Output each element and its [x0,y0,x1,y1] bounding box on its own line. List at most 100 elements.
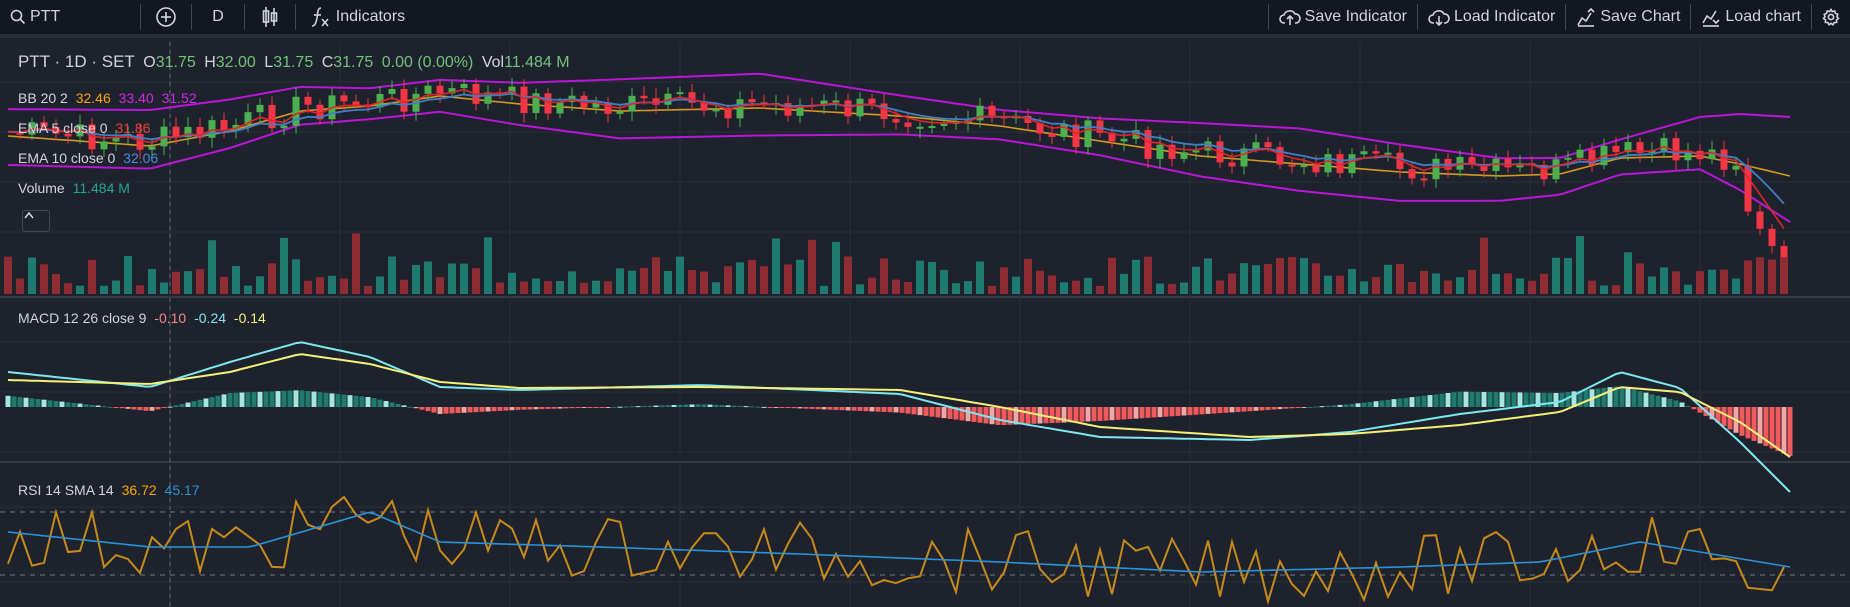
candle-body [1048,133,1056,137]
candle-body [1360,151,1368,155]
volume-bar [1696,271,1704,294]
macd-histogram-bar [1673,400,1679,407]
macd-histogram-bar [1073,407,1079,423]
macd-histogram-bar [341,394,347,407]
candle-body [1432,158,1440,180]
macd-histogram-bar [551,407,557,409]
macd-histogram-bar [539,407,545,410]
save-chart-button[interactable]: Save Chart [1566,0,1690,36]
symbol-search-button[interactable]: PTT [0,0,70,36]
candle-body [1096,120,1104,133]
macd-histogram-bar [1109,407,1115,421]
volume-bar [352,233,360,294]
bb-legend[interactable]: BB 20 2 32.46 33.40 31.52 [18,90,201,106]
volume-bar [1660,267,1668,294]
macd-histogram-bar [35,399,41,407]
macd-histogram-bar [305,391,311,407]
candle-body [436,85,444,94]
macd-histogram-bar [1127,407,1133,420]
chart-canvas[interactable] [0,42,1850,607]
macd-histogram-bar [1331,405,1337,407]
candle-body [256,104,264,113]
interval-button[interactable]: D [192,0,244,36]
macd-histogram-bar [203,398,209,407]
macd-histogram-bar [1415,396,1421,407]
load-indicator-button[interactable]: Load Indicator [1418,0,1565,36]
macd-histogram-bar [1253,407,1259,411]
macd-histogram-bar [1265,407,1271,410]
save-chart-label: Save Chart [1600,8,1681,25]
candle-body [1468,156,1476,165]
macd-histogram-bar [293,390,299,407]
volume-bar [160,282,168,294]
ema10-label: EMA 10 close 0 [18,150,116,166]
volume-bar [112,280,120,294]
candle-body [1444,158,1452,170]
chart-type-button[interactable] [245,0,295,36]
settings-button[interactable] [1812,0,1850,36]
volume-bar [40,264,48,294]
legend-high: 32.00 [215,54,256,71]
candle-body [400,88,408,112]
macd-histogram-bar [365,397,371,407]
macd-histogram-bar [1217,407,1223,414]
macd-histogram-bar [281,390,287,407]
macd-histogram-bar [161,407,167,409]
macd-histogram-bar [1553,392,1559,407]
collapse-legend-button[interactable] [22,210,50,232]
macd-histogram-bar [659,405,665,407]
candle-body [1372,151,1380,154]
volume-bar [472,268,480,294]
macd-histogram-bar [1103,407,1109,421]
macd-histogram-bar [23,397,29,407]
candle-body [796,104,804,116]
volume-bar [952,283,960,294]
candle-body [916,126,924,129]
chart-area[interactable]: PTT · 1D · SET O31.75 H32.00 L31.75 C31.… [0,42,1850,607]
volume-bar [1000,267,1008,294]
macd-histogram-bar [437,407,443,414]
macd-histogram-bar [299,390,305,407]
ema5-legend[interactable]: EMA 5 close 0 31.86 [18,120,154,136]
compare-symbol-button[interactable] [141,0,191,36]
macd-histogram-bar [317,392,323,407]
load-chart-button[interactable]: Load chart [1691,0,1811,36]
macd-histogram-bar [1487,392,1493,407]
macd-histogram-bar [101,406,107,408]
macd-histogram-bar [359,396,365,407]
macd-histogram-bar [527,407,533,410]
macd-histogram-bar [1271,407,1277,410]
interval-label: D [212,8,224,25]
volume-bar [1228,273,1236,294]
bb-lower-line [7,110,1791,223]
macd-histogram-bar [881,407,887,412]
indicators-button[interactable]: Indicators [296,0,419,36]
macd-histogram-bar [965,407,971,422]
save-indicator-button[interactable]: Save Indicator [1269,0,1417,36]
candle-body [1300,165,1308,168]
candle-body [604,102,612,114]
macd-histogram-bar [1385,399,1391,407]
macd-histogram-bar [1661,397,1667,407]
macd-histogram-bar [1541,392,1547,407]
ema10-legend[interactable]: EMA 10 close 0 32.06 [18,150,162,166]
macd-histogram-bar [89,404,95,407]
legend-open: 31.75 [155,54,196,71]
candle-body [820,100,828,106]
macd-histogram-bar [707,404,713,407]
candle-body [1336,154,1344,174]
add-symbol-icon [156,7,177,27]
rsi-legend[interactable]: RSI 14 SMA 14 36.72 45.17 [18,482,204,498]
macd-histogram-bar [821,407,827,410]
candle-body [1396,152,1404,170]
volume-legend[interactable]: Volume 11.484 M [18,180,134,196]
macd-legend[interactable]: MACD 12 26 close 9 -0.10 -0.24 -0.14 [18,310,270,326]
toolbar-separator [1267,4,1269,30]
macd-histogram-bar [1247,407,1253,412]
macd-histogram-bar [1193,407,1199,415]
macd-histogram-bar [947,407,953,419]
macd-histogram-bar [1061,407,1067,423]
volume-bar [1768,259,1776,294]
macd-histogram-bar [449,407,455,414]
volume-bar [1144,256,1152,294]
